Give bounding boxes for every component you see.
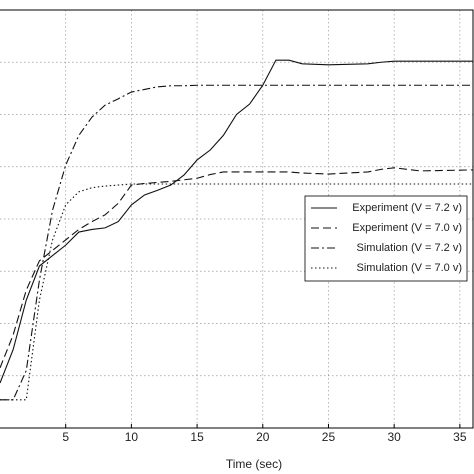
series-line: [0, 59, 473, 384]
plot-frame: [0, 9, 474, 429]
x-tick-label: 25: [322, 430, 336, 444]
legend-box: [304, 195, 468, 282]
legend-label: Simulation (V = 7.2 v): [357, 242, 462, 254]
series-line: [0, 167, 474, 369]
legend-label: Simulation (V = 7.0 v): [357, 262, 462, 274]
x-tick-label: 5: [62, 430, 69, 444]
legend-label: Experiment (V = 7.0 v): [352, 222, 462, 234]
series-line: [0, 183, 473, 401]
x-tick-label: 20: [256, 430, 270, 444]
legend-label: Experiment (V = 7.2 v): [352, 202, 462, 214]
x-axis-label: Time (sec): [226, 457, 282, 471]
x-tick-label: 10: [125, 430, 139, 444]
x-tick-label: 30: [387, 430, 401, 444]
series-line: [0, 84, 473, 401]
x-tick-label: 15: [190, 430, 204, 444]
x-tick-label: 35: [453, 430, 467, 444]
legend: Experiment (V = 7.2 v) Experiment (V = 7.…: [304, 195, 468, 282]
